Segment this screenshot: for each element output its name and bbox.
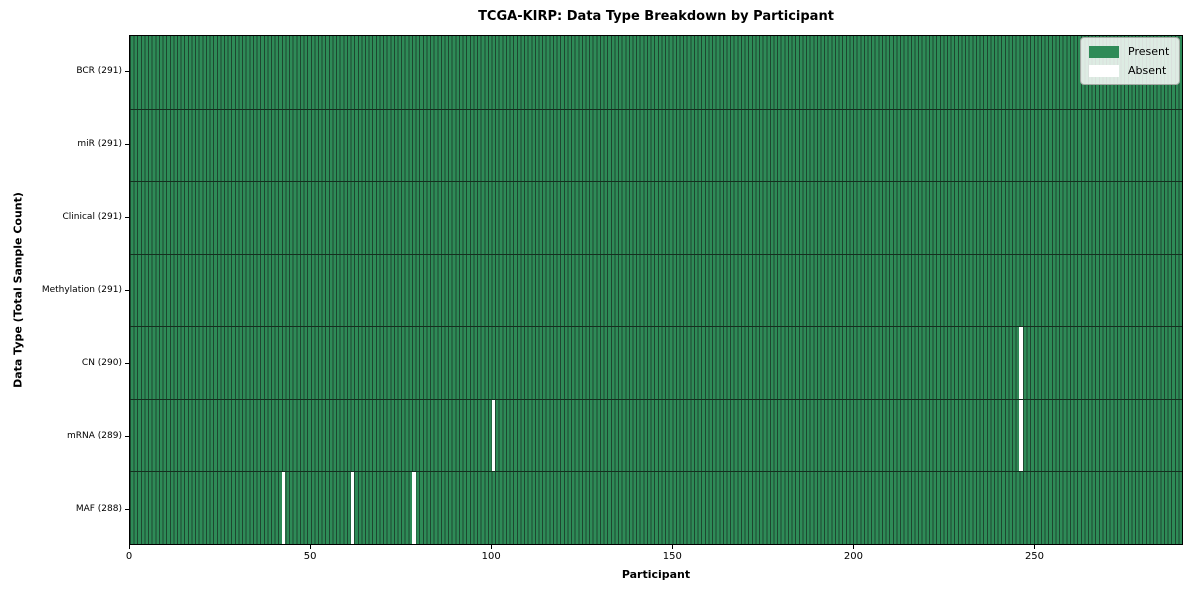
y-tick-label-BCR: BCR (291) xyxy=(76,66,122,77)
absent-cell-MAF-61 xyxy=(350,472,355,544)
plot-area xyxy=(129,35,1183,545)
y-tick-mark-Clinical xyxy=(125,217,129,219)
y-tick-label-mRNA: mRNA (289) xyxy=(67,430,122,441)
chart-title: TCGA-KIRP: Data Type Breakdown by Partic… xyxy=(478,9,834,24)
legend-label: Absent xyxy=(1128,64,1167,77)
y-tick-label-Clinical: Clinical (291) xyxy=(62,212,122,223)
y-tick-mark-CN xyxy=(125,362,129,364)
x-tick-label-150: 150 xyxy=(662,551,682,562)
x-tick-mark-250 xyxy=(1034,545,1036,549)
absent-cell-MAF-78 xyxy=(411,472,416,544)
y-tick-mark-MAF xyxy=(125,508,129,510)
x-axis-label: Participant xyxy=(621,568,691,581)
legend: Present Absent xyxy=(1080,37,1181,85)
x-ticks: 0 50 100 150 200 250 xyxy=(125,545,1183,567)
absent-cell-MAF-42 xyxy=(281,472,286,544)
heatmap-row-miR xyxy=(130,108,1182,182)
x-tick-mark-50 xyxy=(310,545,312,549)
heatmap-row-Methylation xyxy=(130,253,1182,327)
y-tick-mark-mRNA xyxy=(125,435,129,437)
legend-label: Present xyxy=(1128,45,1170,58)
absent-cell-mRNA-100 xyxy=(491,399,496,472)
y-tick-mark-BCR xyxy=(125,71,129,73)
x-tick-mark-200 xyxy=(853,545,855,549)
x-tick-label-50: 50 xyxy=(303,551,317,562)
heatmap-row-Clinical xyxy=(130,181,1182,254)
y-tick-marks xyxy=(125,35,129,545)
legend-swatch-present xyxy=(1089,45,1119,58)
heatmap-row-CN xyxy=(130,326,1182,399)
heatmap-row-mRNA xyxy=(130,398,1182,472)
heatmap-row-BCR xyxy=(130,36,1182,109)
absent-cell-mRNA-246 xyxy=(1019,399,1023,472)
y-tick-label-MAF: MAF (288) xyxy=(75,503,122,514)
x-tick-label-0: 0 xyxy=(125,551,133,562)
y-tick-label-miR: miR (291) xyxy=(77,139,122,150)
x-tick-label-200: 200 xyxy=(843,551,863,562)
x-tick-mark-100 xyxy=(491,545,493,549)
x-tick-mark-0 xyxy=(129,545,130,549)
y-tick-label-CN: CN (290) xyxy=(81,357,122,368)
absent-cell-CN-246 xyxy=(1019,327,1023,399)
heatmap-row-MAF xyxy=(130,471,1182,544)
y-tick-labels: BCR (291) miR (291) Clinical (291) Methylat… xyxy=(0,35,122,545)
legend-item-present: Present xyxy=(1089,45,1169,58)
legend-swatch-absent xyxy=(1089,64,1119,77)
y-tick-mark-miR xyxy=(125,144,129,146)
y-tick-mark-Methylation xyxy=(125,290,129,291)
legend-item-absent: Absent xyxy=(1089,64,1169,77)
x-tick-label-250: 250 xyxy=(1024,551,1045,562)
y-tick-label-Methylation: Methylation (291) xyxy=(41,285,122,295)
x-tick-label-100: 100 xyxy=(481,551,501,562)
x-tick-mark-150 xyxy=(672,545,674,549)
